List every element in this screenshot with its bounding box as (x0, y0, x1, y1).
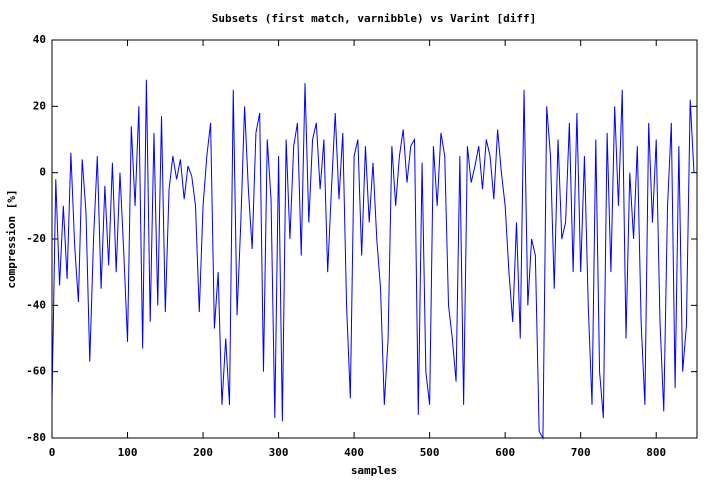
y-tick-label: 0 (39, 166, 46, 179)
chart-title: Subsets (first match, varnibble) vs Vari… (212, 12, 537, 25)
x-tick-label: 600 (495, 446, 515, 459)
y-axis-label: compression [%] (5, 189, 18, 288)
x-tick-label: 100 (118, 446, 138, 459)
x-tick-label: 800 (646, 446, 666, 459)
x-tick-label: 400 (344, 446, 364, 459)
x-tick-label: 700 (571, 446, 591, 459)
y-tick-label: 40 (33, 33, 46, 46)
y-tick-label: -60 (26, 365, 46, 378)
x-tick-label: 0 (49, 446, 56, 459)
y-tick-label: -40 (26, 298, 46, 311)
x-tick-label: 200 (193, 446, 213, 459)
data-line (51, 79, 695, 440)
y-tick-label: 20 (33, 99, 46, 112)
x-tick-label: 500 (420, 446, 440, 459)
x-tick-label: 300 (269, 446, 289, 459)
y-tick-label: -80 (26, 431, 46, 444)
x-axis-label: samples (351, 464, 397, 477)
plot-frame (51, 39, 698, 439)
y-tick-label: -20 (26, 232, 46, 245)
